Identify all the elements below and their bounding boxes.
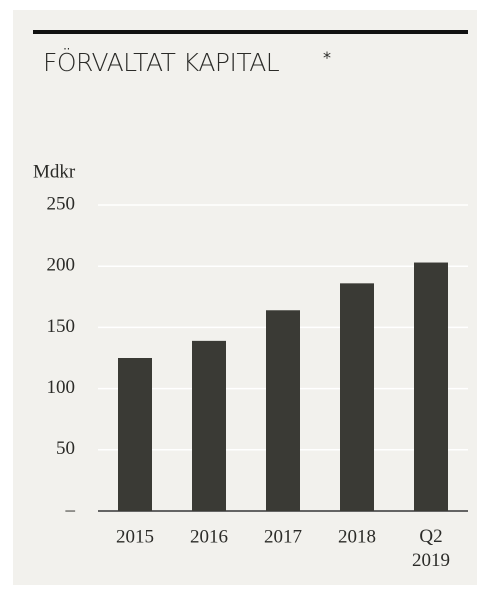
chart-title: FÖRVALTAT KAPITAL: [43, 47, 280, 77]
x-tick-label: 2018: [338, 526, 376, 547]
panel: [13, 10, 477, 585]
bar: [192, 340, 226, 511]
top-rule: [33, 30, 468, 34]
y-tick-label: 50: [56, 438, 75, 459]
x-tick-label: Q2 2019: [412, 526, 450, 571]
bar: [414, 262, 448, 511]
y-tick-label: 250: [47, 193, 76, 214]
x-tick-label: 2017: [264, 526, 302, 547]
x-tick-label: 2015: [116, 526, 154, 547]
bar: [118, 358, 152, 511]
y-axis-label: Mdkr: [33, 161, 76, 182]
x-tick-label: 2016: [190, 526, 228, 547]
bar: [340, 283, 374, 511]
y-tick-label: 100: [47, 377, 76, 398]
y-tick-label: 150: [47, 316, 76, 337]
y-tick-label: –: [65, 499, 76, 520]
bar: [266, 310, 300, 511]
title-note: *: [323, 48, 331, 67]
y-tick-label: 200: [47, 255, 76, 276]
